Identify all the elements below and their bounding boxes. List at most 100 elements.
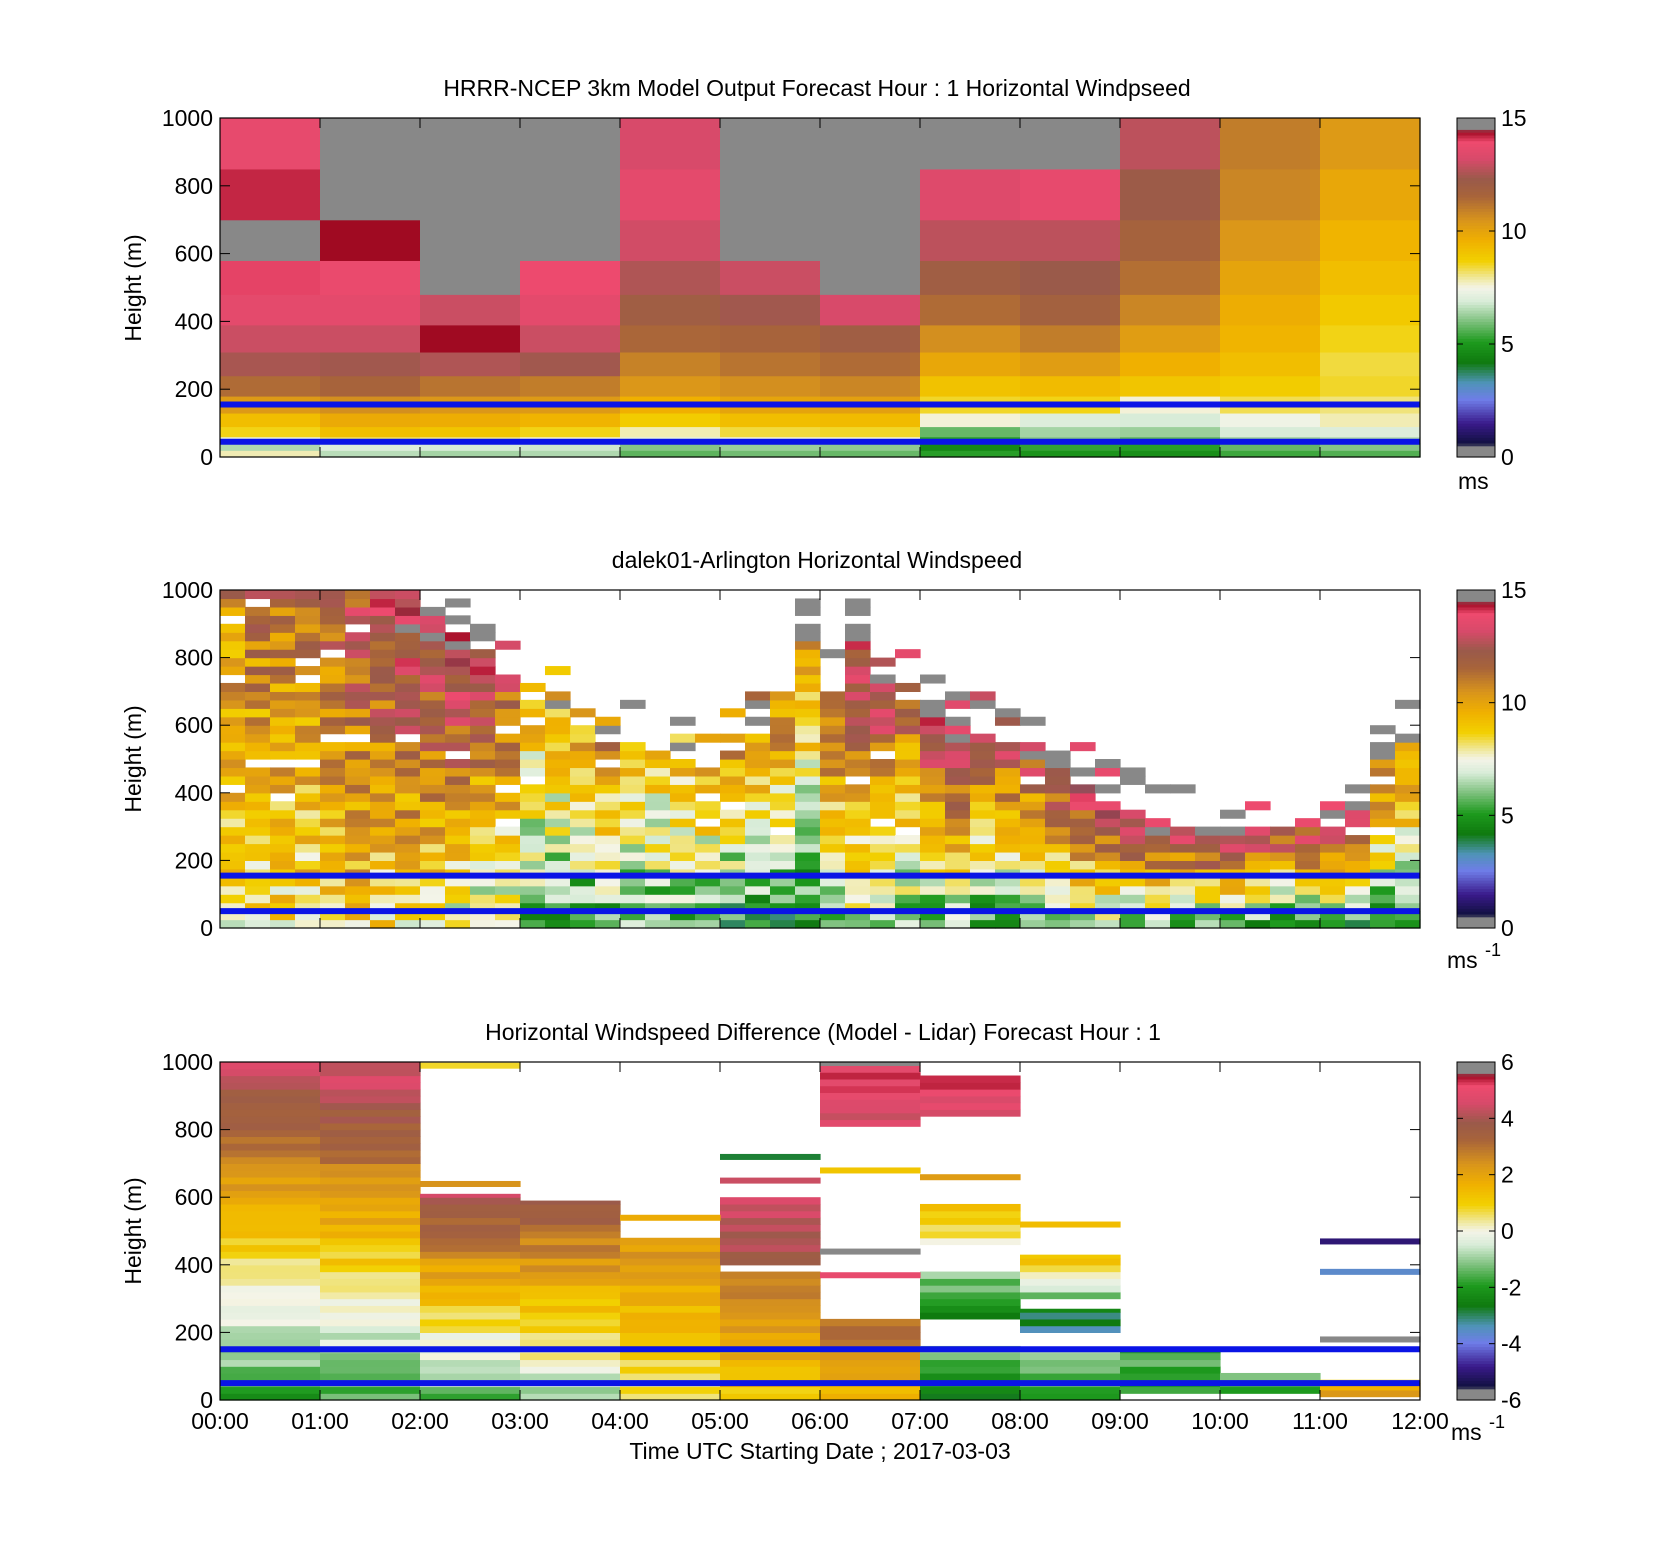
heatmap-cell (820, 919, 846, 929)
heatmap-cell (445, 843, 471, 853)
colorbar-segment (1457, 1084, 1495, 1088)
colorbar-segment (1457, 857, 1495, 861)
heatmap-cell (570, 919, 596, 929)
heatmap-cell (420, 775, 446, 785)
heatmap-cell (795, 775, 821, 785)
heatmap-cell (545, 843, 571, 853)
heatmap-cell (370, 885, 396, 895)
heatmap-cell (295, 885, 321, 895)
heatmap-cell (220, 1183, 321, 1192)
colorbar-segment (1457, 267, 1495, 272)
heatmap-cell (420, 219, 521, 261)
heatmap-cell (1320, 294, 1421, 326)
heatmap-cell (370, 792, 396, 802)
heatmap-cell (920, 375, 1021, 397)
heatmap-cell (220, 1143, 321, 1151)
heatmap-cell (1395, 733, 1421, 743)
heatmap-cell (345, 902, 371, 912)
colorbar-segment (1457, 1318, 1495, 1322)
colorbar-unit-exponent: -1 (1485, 940, 1501, 960)
heatmap-cell (1020, 835, 1046, 845)
heatmap-cell (720, 1210, 821, 1219)
heatmap-cell (820, 818, 846, 828)
heatmap-cell (745, 860, 771, 870)
heatmap-cell (895, 733, 921, 743)
heatmap-cell (220, 1163, 321, 1171)
heatmap-cell (670, 877, 696, 887)
heatmap-cell (1095, 835, 1121, 845)
heatmap-cell (320, 1291, 421, 1300)
heatmap-cell (520, 843, 546, 853)
heatmap-cell (545, 725, 571, 735)
heatmap-cell (220, 792, 246, 802)
heatmap-cell (395, 902, 421, 912)
heatmap-cell (1020, 450, 1121, 458)
heatmap-cell (1145, 919, 1171, 929)
heatmap-cell (420, 1278, 521, 1286)
heatmap-cell (795, 792, 821, 802)
colorbar-tick-label: 0 (1501, 444, 1514, 470)
heatmap-cell (845, 716, 871, 726)
heatmap-cell (620, 1264, 721, 1273)
heatmap-cell (320, 1244, 421, 1252)
heatmap-cell (745, 733, 771, 743)
heatmap-cell (695, 801, 721, 811)
heatmap-cell (395, 784, 421, 794)
heatmap-cell (770, 809, 796, 819)
heatmap-cell (445, 775, 471, 785)
heatmap-cell (320, 767, 346, 777)
heatmap-band (620, 1214, 721, 1221)
heatmap-cell (1320, 168, 1421, 221)
heatmap-cell (1245, 919, 1271, 929)
x-tick-label: 08:00 (991, 1408, 1049, 1434)
colorbar-segment (1457, 882, 1495, 887)
heatmap-cell (1020, 1352, 1121, 1361)
colorbar-segment (1457, 151, 1495, 156)
heatmap-cell (1270, 919, 1296, 929)
heatmap-cell (445, 919, 471, 929)
heatmap-cell (495, 877, 521, 887)
heatmap-cell (495, 759, 521, 769)
heatmap-cell (1020, 1285, 1121, 1293)
heatmap-cell (370, 615, 396, 625)
x-tick-label: 06:00 (791, 1408, 849, 1434)
heatmap-cell (1145, 851, 1171, 861)
heatmap-cell (395, 649, 421, 659)
heatmap-cell (920, 877, 946, 887)
heatmap-cell (470, 742, 496, 752)
heatmap-cell (370, 742, 396, 752)
heatmap-cell (320, 1339, 421, 1347)
colorbar-segment (1457, 1349, 1495, 1353)
heatmap-cell (370, 775, 396, 785)
heatmap-cell (220, 351, 321, 377)
heatmap-cell (545, 801, 571, 811)
heatmap-cell (545, 733, 571, 743)
heatmap-cell (845, 851, 871, 861)
heatmap-cell (1120, 818, 1146, 828)
heatmap-cells (220, 590, 1421, 929)
heatmap-cell (645, 826, 671, 836)
colorbar-segment (1457, 736, 1495, 740)
heatmap-cell (445, 801, 471, 811)
heatmap-cell (1120, 219, 1221, 261)
heatmap-cell (370, 902, 396, 912)
y-tick-label: 800 (175, 173, 213, 199)
heatmap-cell (720, 784, 746, 794)
colorbar-segment (1457, 911, 1495, 915)
colorbar-segment (1457, 1250, 1495, 1255)
heatmap-cell (345, 767, 371, 777)
heatmap-cell (420, 1258, 521, 1266)
heatmap-cell (420, 426, 521, 438)
heatmap-cell (345, 682, 371, 692)
heatmap-cell (620, 1352, 721, 1361)
heatmap-cell (945, 919, 971, 929)
colorbar-segment (1457, 759, 1495, 763)
colorbar-segment (1457, 925, 1495, 929)
heatmap-cell (670, 809, 696, 819)
heatmap-cell (1220, 294, 1321, 326)
heatmap-cell (945, 750, 971, 760)
heatmap-cell (520, 699, 546, 709)
heatmap-cell (220, 375, 321, 397)
heatmap-cell (945, 826, 971, 836)
